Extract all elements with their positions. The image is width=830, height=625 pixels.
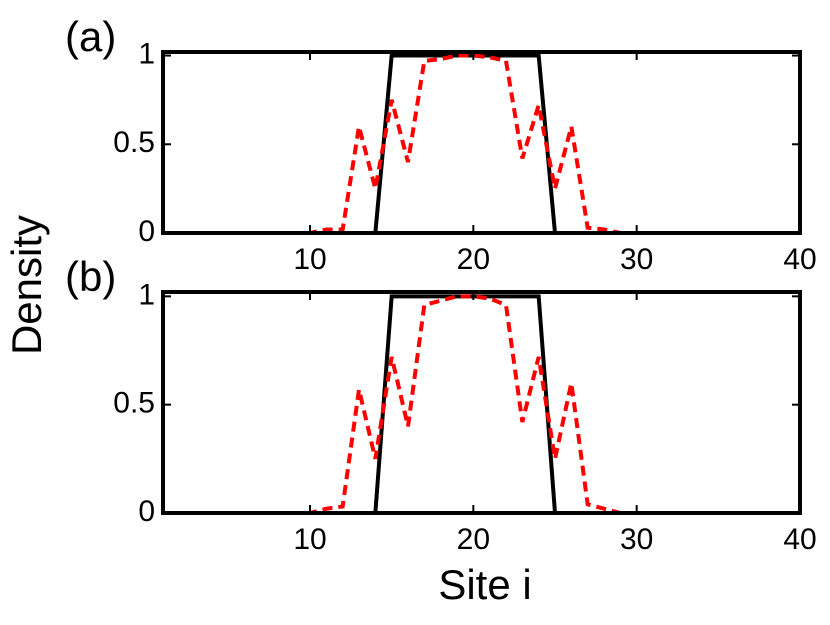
x-tick-label: 10	[293, 523, 326, 556]
plot-frame	[161, 50, 802, 235]
data-line	[163, 294, 800, 515]
panel-label: (a)	[65, 13, 116, 60]
x-tick-label: 30	[620, 243, 653, 276]
x-tick-label: 20	[457, 523, 490, 556]
data-line	[163, 53, 800, 235]
y-tick-label: 0	[138, 215, 155, 248]
panel-label: (b)	[65, 253, 116, 300]
data-line	[163, 53, 800, 235]
y-tick-label: 1	[138, 37, 155, 70]
x-tick-label: 20	[457, 243, 490, 276]
y-tick-label: 1	[138, 278, 155, 311]
y-axis-label: Density	[3, 215, 50, 355]
plot-frame	[161, 290, 802, 515]
y-tick-label: 0	[138, 495, 155, 528]
x-tick-label: 30	[620, 523, 653, 556]
data-line	[163, 294, 800, 515]
x-tick-label: 40	[783, 243, 816, 276]
y-tick-label: 0.5	[113, 126, 155, 159]
x-tick-label: 10	[293, 243, 326, 276]
x-axis-label: Site i	[438, 561, 531, 608]
x-tick-label: 40	[783, 523, 816, 556]
y-tick-label: 0.5	[113, 387, 155, 420]
